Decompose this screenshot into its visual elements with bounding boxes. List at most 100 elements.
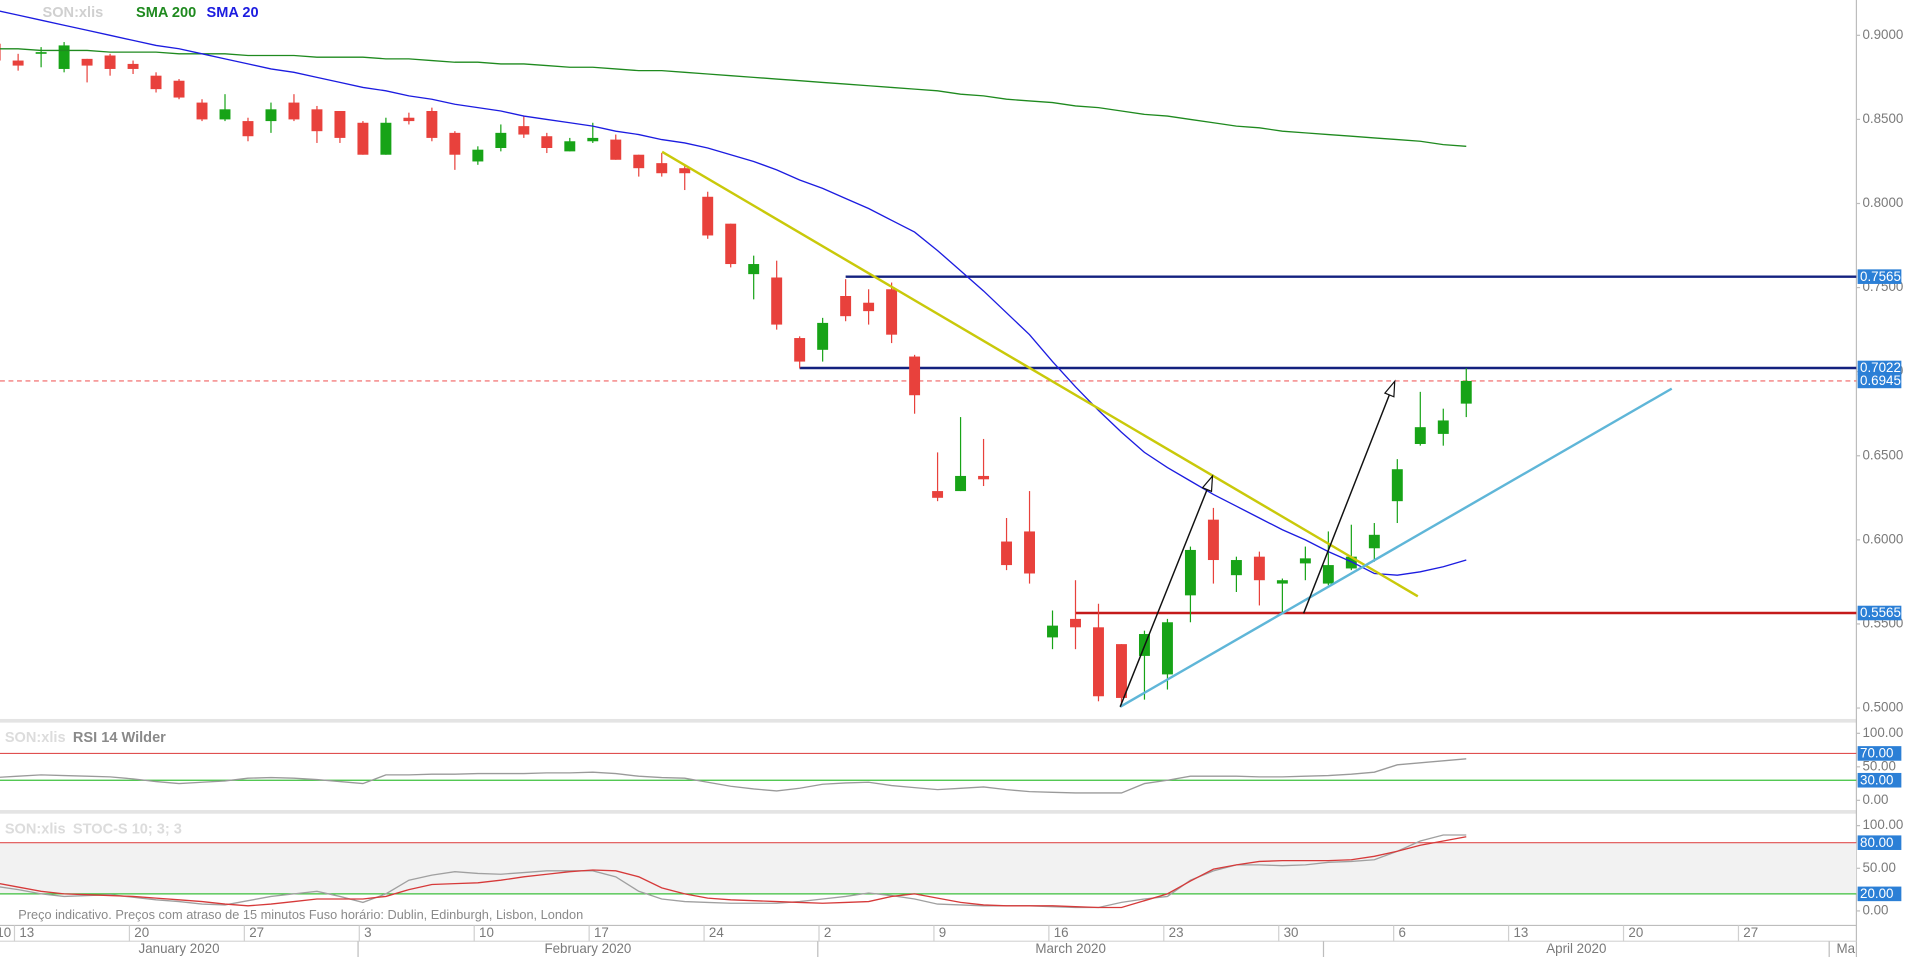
panel-separator <box>0 718 1857 723</box>
candle-body <box>1391 469 1403 502</box>
candle-body <box>1368 534 1380 549</box>
month-label: February 2020 <box>544 941 631 956</box>
candle-body <box>978 475 990 480</box>
candle-body <box>702 196 714 236</box>
x-tick-label: 6 <box>1399 925 1406 940</box>
candle-body <box>1345 556 1357 569</box>
candle-body <box>1230 560 1242 576</box>
candle-body <box>1161 622 1173 675</box>
candle-body <box>886 289 898 335</box>
y-tick-label: 0.6500 <box>1862 447 1903 462</box>
candle-body <box>403 117 415 122</box>
indicator-title: RSI 14 Wilder <box>73 730 166 746</box>
candle-body <box>909 356 921 396</box>
panel-separator <box>0 810 1857 814</box>
candle-body <box>1070 618 1081 628</box>
drawings <box>661 150 1673 708</box>
candle-body <box>35 52 47 54</box>
month-label: Ma <box>1836 941 1855 956</box>
legend-entry: SMA 20 <box>207 5 259 21</box>
level-label-box <box>1857 772 1902 788</box>
x-tick-label: 24 <box>709 925 724 940</box>
x-tick-label: 2 <box>824 925 831 940</box>
candle-body <box>564 141 576 152</box>
y-tick-label: 0.8500 <box>1862 111 1903 126</box>
candle-body <box>265 109 277 122</box>
x-tick-label: 20 <box>134 925 149 940</box>
candle-body <box>1299 558 1311 564</box>
y-tick-label: 50.00 <box>1862 860 1895 875</box>
candle-body <box>1276 580 1288 584</box>
candle-body <box>656 163 668 174</box>
month-label: April 2020 <box>1546 941 1606 956</box>
candle-body <box>1116 644 1127 698</box>
level-label-box <box>1857 605 1902 621</box>
candle-body <box>1184 549 1196 596</box>
candle-body <box>127 63 139 69</box>
candle-body <box>311 109 323 132</box>
x-tick-label: 13 <box>1513 925 1528 940</box>
candle-body <box>771 277 783 325</box>
x-tick-label: 10 <box>479 925 494 940</box>
x-tick-label: 23 <box>1169 925 1184 940</box>
y-tick-label: 50.00 <box>1862 758 1895 773</box>
y-tick-label: 100.00 <box>1862 725 1903 740</box>
candle-body <box>1460 380 1472 404</box>
candle-body <box>1253 556 1265 581</box>
arrow-head <box>1201 474 1214 493</box>
candle-body <box>1093 627 1104 697</box>
candle-body <box>748 264 760 275</box>
candle-body <box>1414 427 1426 444</box>
level-label: 0.7565 <box>1860 269 1901 284</box>
candle-body <box>794 338 806 362</box>
candle-body <box>725 223 737 265</box>
candle-body <box>518 126 530 135</box>
month-label: March 2020 <box>1035 941 1106 956</box>
x-tick-label: 27 <box>249 925 264 940</box>
x-tick-label: 9 <box>939 925 946 940</box>
candle-body <box>863 302 875 312</box>
y-tick-label: 0.00 <box>1862 792 1888 807</box>
candle-body <box>1024 531 1035 574</box>
indicator-line <box>0 834 1467 909</box>
x-tick-label: 10 <box>0 925 11 940</box>
y-tick-label: 100.00 <box>1862 817 1903 832</box>
candle-body <box>1322 565 1334 584</box>
indicator-title: STOC-S 10; 3; 3 <box>73 821 182 837</box>
x-tick-label: 13 <box>19 925 34 940</box>
arrow <box>1302 387 1393 614</box>
symbol-label: SON:xlis <box>43 5 104 21</box>
candle-body <box>472 149 484 162</box>
candle-body <box>196 102 208 120</box>
candle-body <box>1437 420 1449 434</box>
candle-body <box>932 491 944 498</box>
candle-body <box>1001 541 1013 566</box>
candle-body <box>81 58 93 66</box>
time-axis: 10 13 20 27 3 10 17 24 2 9 16 23 30 6 13 20 27 January 20… <box>0 925 1856 957</box>
y-tick-label: 0.8000 <box>1862 195 1903 210</box>
y-tick-label: 0.00 <box>1862 902 1888 917</box>
candle-body <box>242 121 254 137</box>
candle-body <box>633 154 645 169</box>
candle-body <box>955 475 967 492</box>
candle-body <box>334 110 346 138</box>
level-label: 20.00 <box>1860 886 1893 901</box>
candle-body <box>380 122 392 155</box>
x-tick-label: 16 <box>1054 925 1069 940</box>
legend-entry: SMA 200 <box>136 5 196 21</box>
candle-body <box>58 45 70 69</box>
candle-body <box>679 168 691 174</box>
candle-body <box>0 43 1 61</box>
candle-body <box>1047 625 1058 638</box>
candle-body <box>840 295 852 317</box>
symbol-label: SON:xlis <box>5 730 66 746</box>
candle-body <box>219 109 231 120</box>
level-label-box <box>1857 746 1902 761</box>
candle-body <box>541 136 553 148</box>
trend-line <box>1119 387 1673 708</box>
candle-body <box>12 60 24 66</box>
level-label: 0.6945 <box>1860 373 1901 388</box>
y-tick-label: 0.5000 <box>1862 700 1903 715</box>
x-tick-label: 3 <box>364 925 371 940</box>
